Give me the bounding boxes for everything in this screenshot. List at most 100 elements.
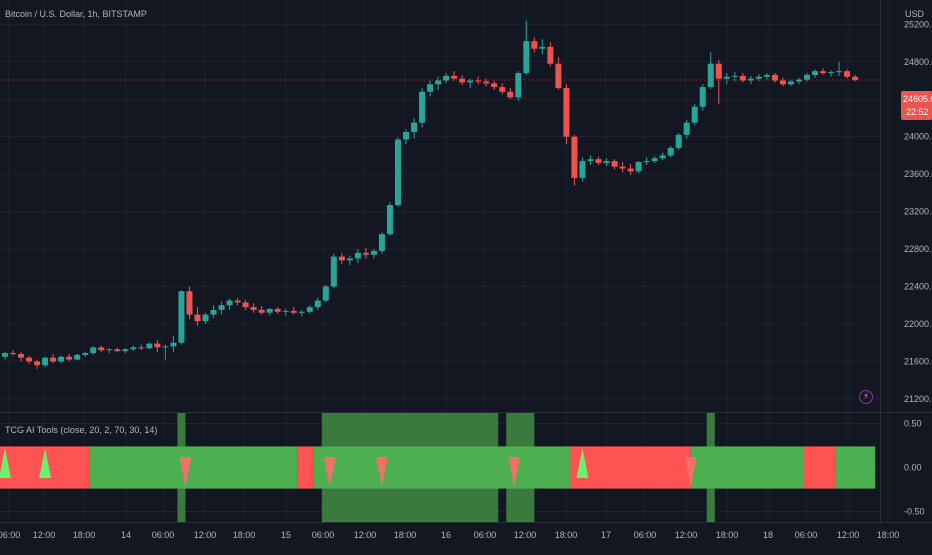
time-tick-label: 16 <box>441 530 451 540</box>
candle-body <box>651 158 658 162</box>
candle-body <box>266 309 273 313</box>
time-tick-label: 12:00 <box>837 530 860 540</box>
candle-body <box>643 161 650 163</box>
buy-marker-icon <box>0 448 11 479</box>
time-tick-label: 06:00 <box>795 530 818 540</box>
candle-body <box>755 76 762 79</box>
candle-body <box>795 79 802 82</box>
candle-body <box>675 134 682 148</box>
currency-label: USD <box>905 9 925 19</box>
candle-body <box>234 300 241 303</box>
candle-body <box>42 357 49 366</box>
candle-body <box>98 347 105 351</box>
candle-body <box>370 250 377 255</box>
candle-body <box>739 75 746 81</box>
candle-body <box>715 63 722 79</box>
candle-body <box>828 72 835 74</box>
candle-body <box>667 147 674 156</box>
time-tick-label: 18:00 <box>716 530 739 540</box>
candle-body <box>250 307 257 310</box>
candle-body <box>66 356 73 360</box>
candle-body <box>106 349 113 351</box>
buy-marker-icon <box>576 448 589 479</box>
candle-body <box>274 309 281 312</box>
lightning-icon[interactable]: ⚡ <box>859 390 873 404</box>
candle-body <box>314 300 321 308</box>
candle-body <box>683 122 690 135</box>
time-tick-label: 14 <box>121 530 131 540</box>
candle-body <box>90 347 97 354</box>
candle-body <box>26 357 33 362</box>
candle-body <box>787 81 794 85</box>
candle-body <box>154 343 161 348</box>
time-tick-label: 06:00 <box>312 530 335 540</box>
time-tick-label: 12:00 <box>33 530 56 540</box>
indicator-tick-label: 0.00 <box>904 463 922 473</box>
candle-body <box>603 161 610 163</box>
price-tick-label: 23200.00 <box>904 207 932 217</box>
indicator-tick-label: 0.50 <box>904 419 922 429</box>
last-price-value: 24605.00 <box>903 94 932 104</box>
candle-body <box>34 361 41 366</box>
candle-body <box>242 302 249 308</box>
candle-body <box>170 342 177 347</box>
candle-body <box>779 80 786 85</box>
price-tick-label: 25200.00 <box>904 19 932 29</box>
time-tick-label: 17 <box>601 530 611 540</box>
candle-body <box>178 291 185 343</box>
candle-body <box>338 256 345 261</box>
candle-body <box>691 106 698 123</box>
candle-body <box>547 46 554 64</box>
candle-body <box>523 41 530 74</box>
band-segment-red <box>570 446 691 489</box>
candle-body <box>2 353 8 357</box>
candle-body <box>539 46 546 49</box>
candle-body <box>427 84 434 92</box>
price-tick-label: 24000.00 <box>904 132 932 142</box>
candle-body <box>635 161 642 172</box>
time-tick-label: 18:00 <box>233 530 256 540</box>
price-tick-label: 22800.00 <box>904 244 932 254</box>
indicator-label[interactable]: TCG AI Tools (close, 20, 2, 70, 30, 14) <box>5 425 158 435</box>
candle-body <box>362 252 369 255</box>
candle-body <box>386 205 393 235</box>
candle-body <box>330 256 337 287</box>
candle-body <box>844 71 851 77</box>
time-tick-label: 06:00 <box>152 530 175 540</box>
price-tick-label: 22400.00 <box>904 282 932 292</box>
candle-body <box>202 314 209 322</box>
time-tick-label: 12:00 <box>194 530 217 540</box>
candle-body <box>378 234 385 251</box>
candle-body <box>475 80 482 82</box>
candle-body <box>587 159 594 162</box>
sell-marker-icon <box>179 456 192 487</box>
candle-body <box>419 91 426 123</box>
candle-body <box>555 63 562 89</box>
candle-body <box>571 136 578 178</box>
candle-body <box>122 349 129 352</box>
candle-body <box>507 91 514 98</box>
time-tick-label: 06:00 <box>0 530 20 540</box>
time-tick-label: 12:00 <box>514 530 537 540</box>
time-tick-label: 15 <box>281 530 291 540</box>
candle-body <box>459 78 466 83</box>
price-tick-label: 24800.00 <box>904 57 932 67</box>
chart-title: Bitcoin / U.S. Dollar, 1h, BITSTAMP <box>5 9 147 19</box>
candle-body <box>563 88 570 137</box>
candle-body <box>58 356 65 362</box>
candle-body <box>186 291 193 315</box>
candle-body <box>531 41 538 49</box>
buy-marker-icon <box>39 448 52 479</box>
candle-body <box>114 349 121 352</box>
candle-body <box>130 347 137 350</box>
candle-body <box>394 139 401 206</box>
candle-body <box>194 314 201 322</box>
time-tick-label: 18:00 <box>555 530 578 540</box>
candle-body <box>10 353 17 355</box>
candle-body <box>627 168 634 172</box>
candle-body <box>747 78 754 81</box>
candle-body <box>50 357 57 362</box>
candle-body <box>699 87 706 107</box>
candle-body <box>162 346 169 348</box>
